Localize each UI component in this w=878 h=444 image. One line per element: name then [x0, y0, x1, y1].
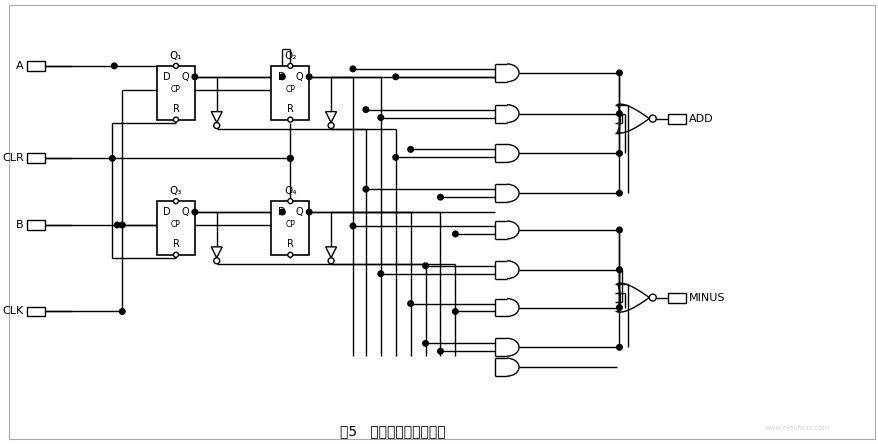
- Circle shape: [422, 263, 428, 269]
- Bar: [26, 306, 45, 317]
- Circle shape: [173, 63, 178, 68]
- Bar: [271, 201, 309, 255]
- Text: D: D: [163, 72, 170, 82]
- Polygon shape: [325, 247, 336, 258]
- Text: Q: Q: [295, 72, 303, 82]
- Circle shape: [616, 267, 622, 273]
- Circle shape: [112, 63, 117, 69]
- Circle shape: [173, 198, 178, 204]
- Text: Q₁: Q₁: [169, 51, 182, 61]
- Polygon shape: [211, 111, 222, 123]
- Circle shape: [349, 223, 356, 229]
- Circle shape: [649, 115, 656, 122]
- Circle shape: [616, 305, 622, 310]
- Circle shape: [213, 123, 220, 128]
- Circle shape: [649, 294, 656, 301]
- Circle shape: [110, 155, 115, 161]
- Text: Q₃: Q₃: [169, 186, 182, 196]
- Circle shape: [327, 123, 334, 128]
- Circle shape: [287, 252, 292, 258]
- Text: CP: CP: [171, 221, 181, 230]
- Bar: [667, 114, 686, 123]
- Circle shape: [192, 209, 198, 215]
- Text: Q: Q: [295, 207, 303, 217]
- Circle shape: [616, 151, 622, 156]
- Polygon shape: [211, 247, 222, 258]
- Circle shape: [287, 155, 292, 161]
- Circle shape: [363, 107, 368, 112]
- Circle shape: [392, 74, 398, 79]
- Circle shape: [287, 117, 292, 122]
- Bar: [667, 293, 686, 302]
- Circle shape: [452, 309, 457, 314]
- Text: R: R: [286, 103, 293, 114]
- Circle shape: [616, 227, 622, 233]
- Circle shape: [349, 66, 356, 71]
- Circle shape: [279, 209, 284, 215]
- Circle shape: [378, 271, 383, 277]
- Circle shape: [616, 345, 622, 350]
- Circle shape: [407, 147, 413, 152]
- Circle shape: [616, 70, 622, 75]
- Text: R: R: [286, 239, 293, 249]
- Text: R: R: [172, 239, 179, 249]
- Circle shape: [392, 155, 398, 160]
- Text: www.elecfans.com: www.elecfans.com: [764, 425, 830, 431]
- Circle shape: [327, 258, 334, 264]
- Circle shape: [452, 231, 457, 237]
- Circle shape: [213, 258, 220, 264]
- Text: MINUS: MINUS: [688, 293, 724, 302]
- Text: CP: CP: [285, 85, 295, 94]
- Text: A: A: [16, 61, 24, 71]
- Text: B: B: [16, 220, 24, 230]
- Circle shape: [306, 209, 312, 215]
- Text: CP: CP: [285, 221, 295, 230]
- Polygon shape: [325, 111, 336, 123]
- Circle shape: [287, 63, 292, 68]
- Circle shape: [192, 74, 198, 79]
- Text: D: D: [163, 207, 170, 217]
- Circle shape: [378, 115, 383, 120]
- Circle shape: [119, 309, 125, 314]
- Circle shape: [119, 222, 125, 228]
- Circle shape: [422, 341, 428, 346]
- Circle shape: [363, 186, 368, 192]
- Circle shape: [287, 155, 292, 161]
- Text: D: D: [277, 72, 284, 82]
- Bar: [157, 66, 195, 119]
- Circle shape: [407, 301, 413, 306]
- Text: Q₂: Q₂: [284, 51, 296, 61]
- Text: Q: Q: [181, 72, 189, 82]
- Text: CLR: CLR: [2, 153, 24, 163]
- Circle shape: [173, 117, 178, 122]
- Text: ADD: ADD: [688, 114, 713, 123]
- Circle shape: [306, 74, 312, 79]
- Circle shape: [287, 198, 292, 204]
- Circle shape: [279, 74, 284, 79]
- Circle shape: [437, 349, 443, 354]
- Text: Q: Q: [181, 207, 189, 217]
- Circle shape: [173, 252, 178, 258]
- Circle shape: [437, 194, 443, 200]
- Circle shape: [616, 111, 622, 116]
- Circle shape: [616, 190, 622, 196]
- Text: R: R: [172, 103, 179, 114]
- Text: CLK: CLK: [3, 306, 24, 317]
- Text: Q₄: Q₄: [284, 186, 296, 196]
- Text: 图5   四细分与辨向电路图: 图5 四细分与辨向电路图: [340, 424, 445, 438]
- Bar: [26, 61, 45, 71]
- Bar: [271, 66, 309, 119]
- Bar: [26, 153, 45, 163]
- Text: CP: CP: [171, 85, 181, 94]
- Bar: [26, 220, 45, 230]
- Text: D: D: [277, 207, 284, 217]
- Bar: [157, 201, 195, 255]
- Circle shape: [114, 222, 120, 228]
